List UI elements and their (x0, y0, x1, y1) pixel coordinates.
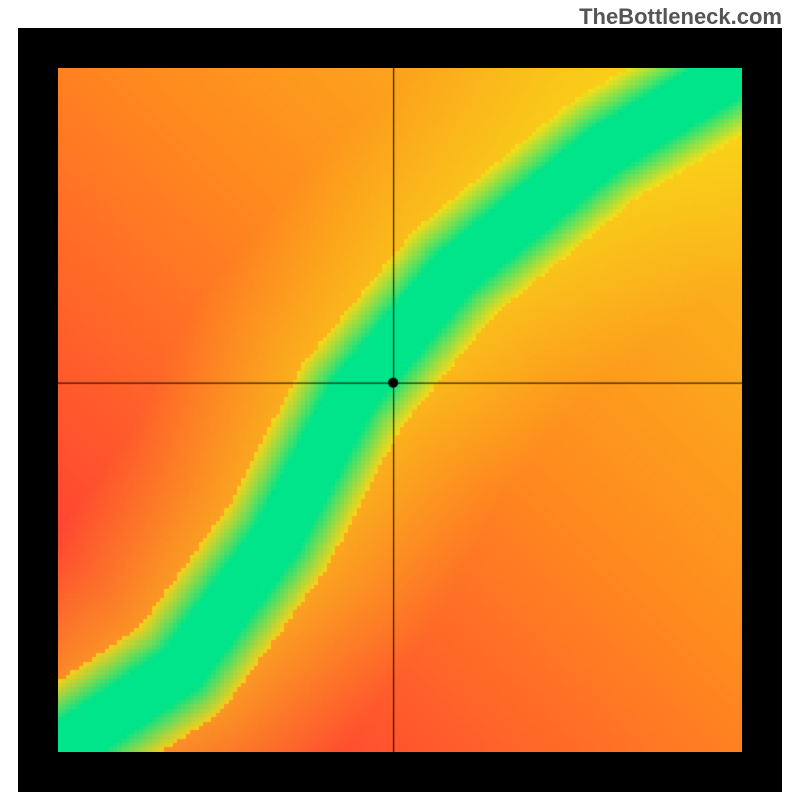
chart-container: TheBottleneck.com (0, 0, 800, 800)
chart-frame (18, 28, 782, 792)
attribution-text: TheBottleneck.com (579, 4, 782, 30)
overlay-canvas (58, 68, 742, 752)
